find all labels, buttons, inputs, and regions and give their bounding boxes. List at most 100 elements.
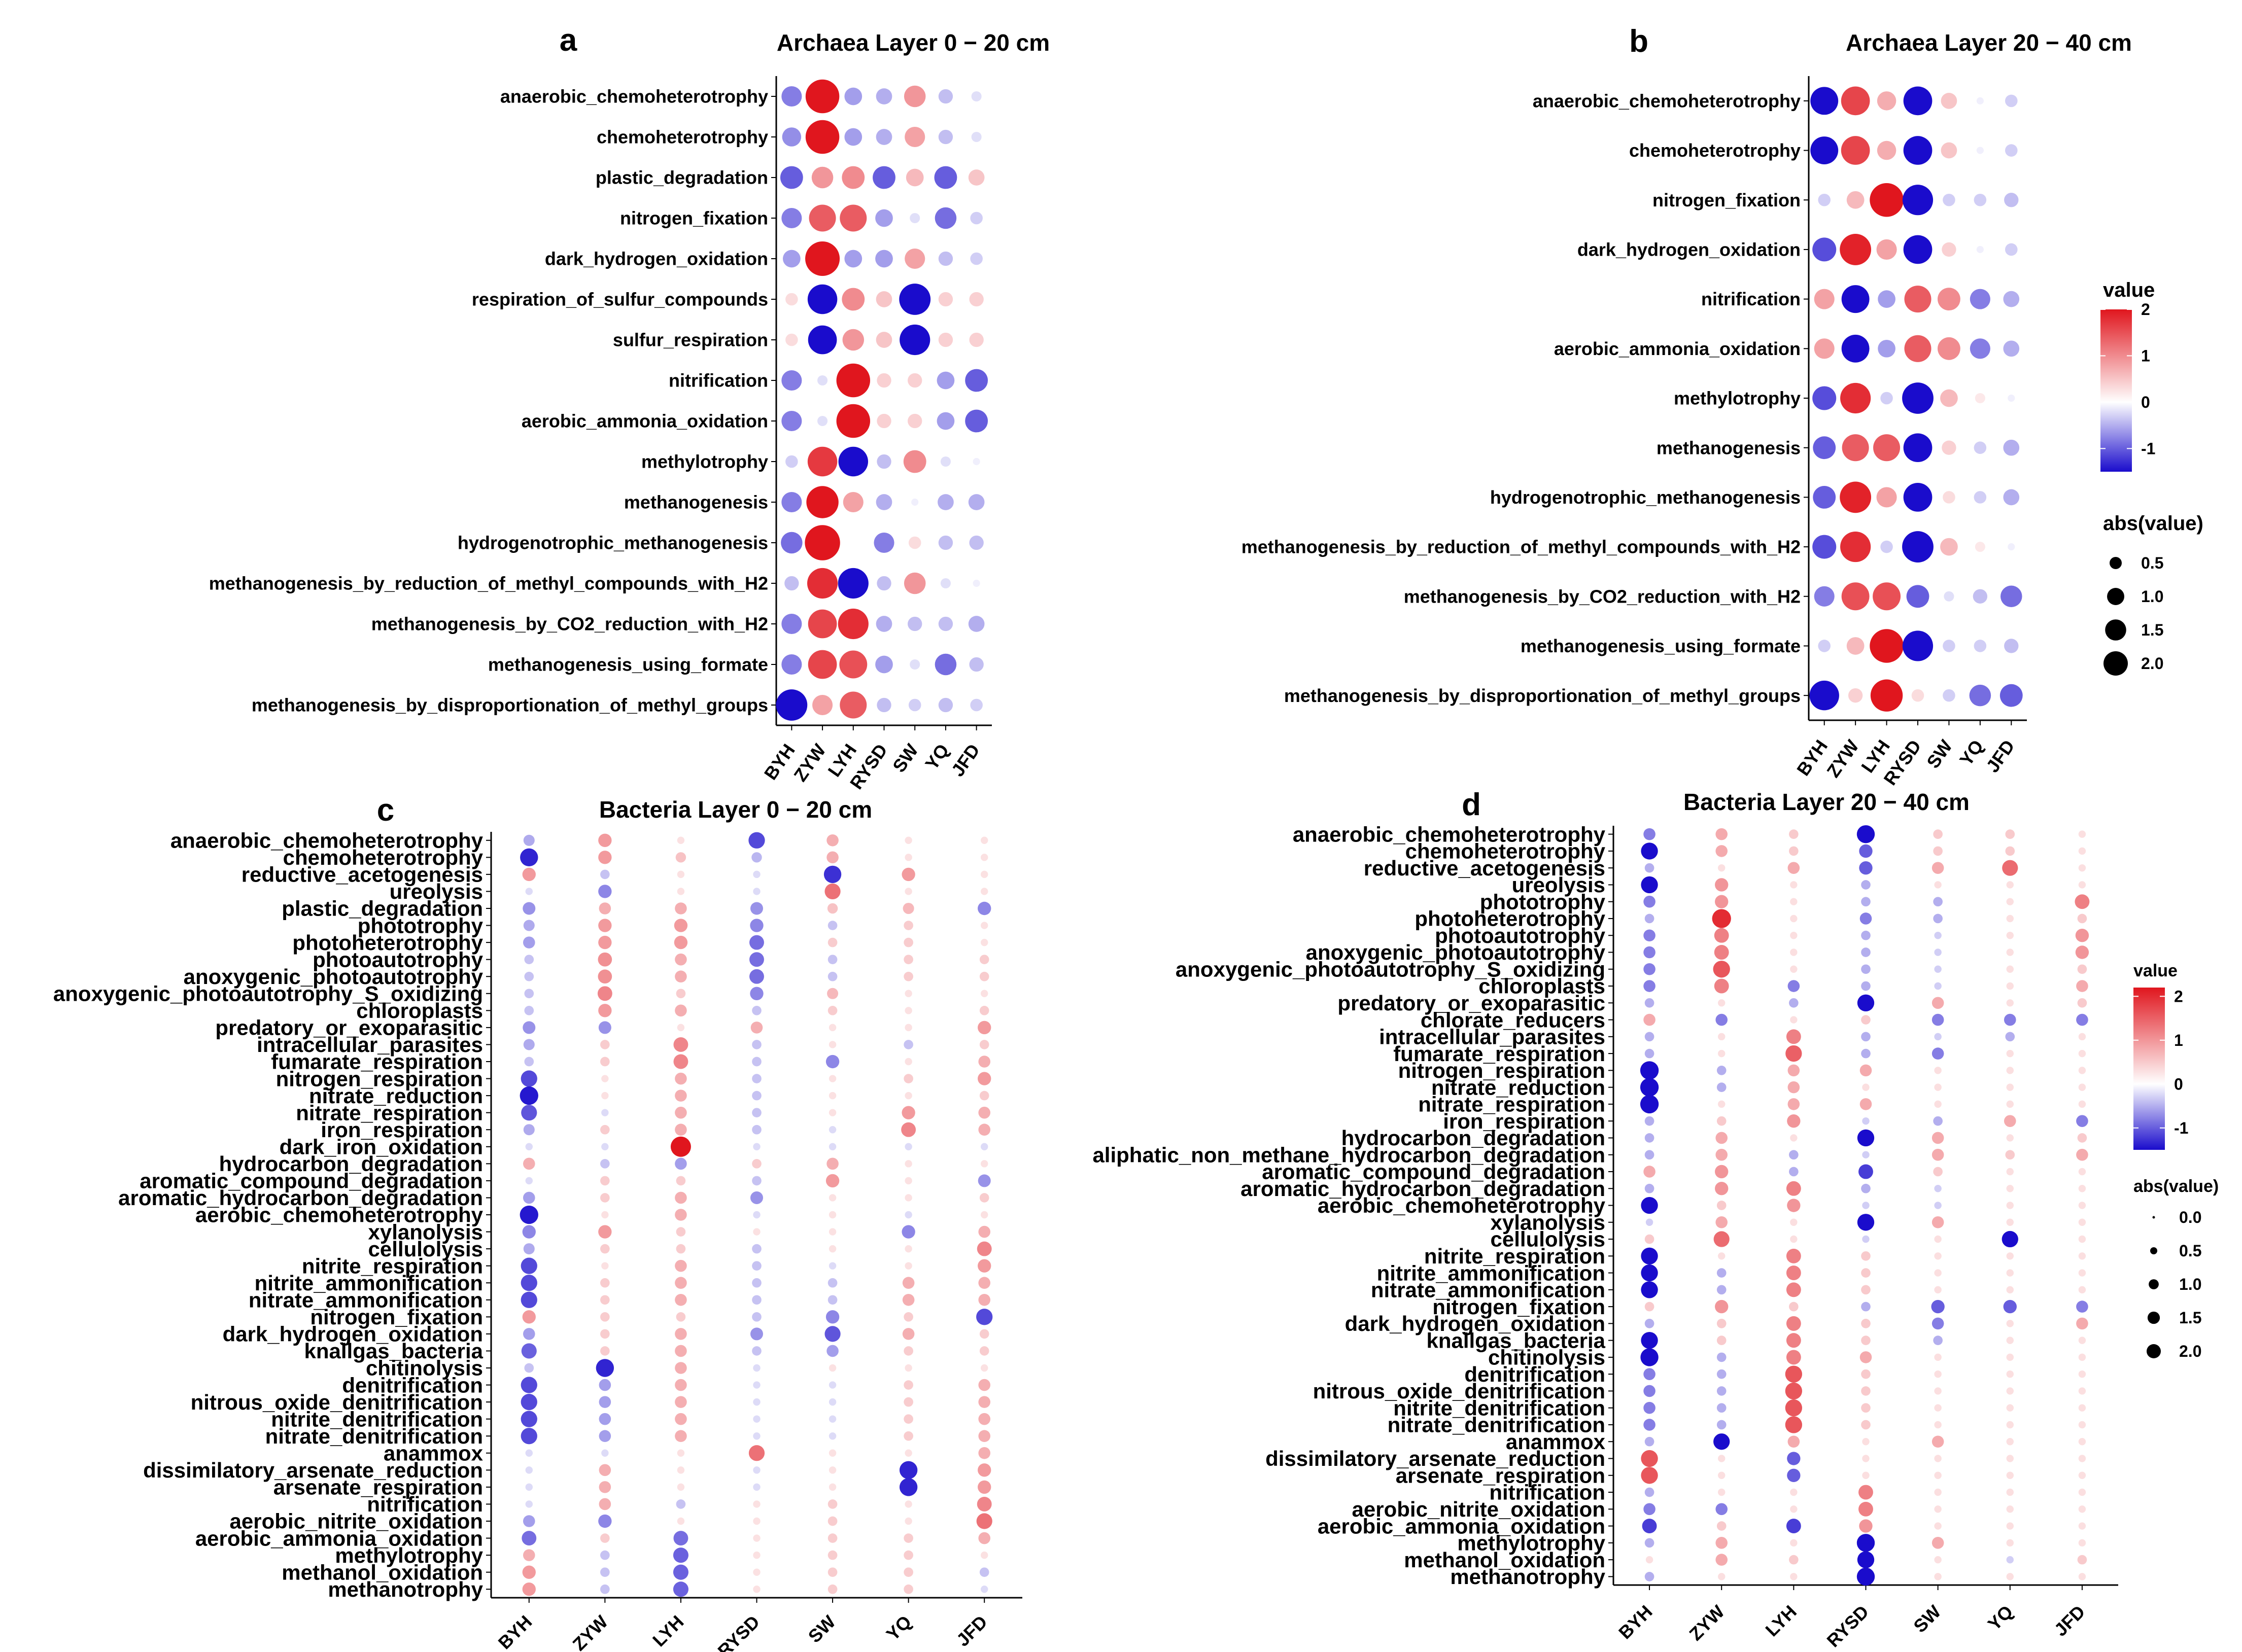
panel-d-bubble (2076, 1317, 2088, 1330)
panel-d-bubble (1640, 1348, 1659, 1366)
panel-d-bubble (2078, 1438, 2086, 1446)
panel-c-bubble (750, 1327, 764, 1341)
panel-b-y-tick-label: nitrogen_fixation (1652, 190, 1801, 210)
panel-b-bubble (2005, 144, 2018, 157)
panel-c-bubble (829, 1143, 837, 1151)
panel-c-bubble (601, 1109, 609, 1116)
panel-c-bubble (978, 1293, 991, 1306)
panel-a-bubble (968, 616, 985, 632)
panel-c-bubble (521, 1411, 537, 1427)
panel-d-bubble (2003, 1299, 2017, 1314)
panel-a-bubble (877, 373, 891, 388)
panel-b-bubble (1813, 485, 1836, 509)
panel-c-bubble (677, 870, 685, 878)
panel-b-bubble (1943, 640, 1955, 652)
panel-d-bubble (2078, 1505, 2086, 1513)
panel-a-bubble (938, 251, 953, 266)
panel-c-bubble (753, 1143, 761, 1151)
panel-c-y-tick-label: knallgas_bacteria (304, 1339, 483, 1363)
panel-d-bubble (1787, 1098, 1800, 1110)
panel-d-bubble (1643, 929, 1655, 942)
panel-d-bubble (1861, 1183, 1871, 1193)
panel-c-bubble (753, 1466, 761, 1474)
panel-b-bubble (2003, 291, 2020, 307)
panel-d-bubble (1934, 1556, 1942, 1564)
panel-a-bubble (805, 525, 840, 560)
panel-c-bubble (523, 834, 535, 846)
panel-d-bubble (1644, 1302, 1654, 1312)
panel-c-bubble (827, 1533, 838, 1543)
panel-c-bubble (752, 1159, 762, 1169)
panel-d-bubble (1934, 1387, 1942, 1395)
panel-a-bubble (940, 456, 951, 467)
panel-c-bubble (752, 1091, 762, 1101)
panel-d-y-tick-label: nitrification (1489, 1481, 1605, 1504)
panel-c-bubble (600, 1533, 610, 1543)
panel-b-bubble (1903, 235, 1933, 264)
panel-c-bubble (675, 1379, 687, 1391)
panel-c-bubble (599, 1413, 611, 1425)
panel-d-bubble (1716, 1521, 1727, 1531)
panel-b-bubble (1974, 491, 1987, 504)
legend-d-color-title: value (2133, 961, 2178, 980)
panel-c-y-tick-label: xylanolysis (368, 1220, 483, 1244)
panel-b-y-tick-label: anaerobic_chemoheterotrophy (1533, 90, 1801, 111)
panel-c-bubble (753, 1415, 761, 1423)
panel-d-bubble (1861, 1386, 1871, 1396)
panel-d-title: Bacteria Layer 20 − 40 cm (1683, 789, 1970, 815)
legend-b-color-title: value (2103, 279, 2155, 301)
panel-c-bubble (600, 1040, 610, 1049)
panel-c-bubble (824, 1326, 841, 1342)
panel-c-bubble (675, 1277, 687, 1289)
panel-d-bubble (1715, 1216, 1728, 1228)
panel-c-bubble (904, 1431, 913, 1441)
panel-c-bubble (825, 1310, 840, 1324)
panel-a-bubble (904, 572, 926, 594)
panel-d-bubble (1716, 1386, 1727, 1396)
panel-d-bubble (2078, 1286, 2086, 1294)
panel-d-y-tick-label: cellulolysis (1491, 1227, 1605, 1251)
panel-d-bubble (1934, 1573, 1942, 1580)
panel-c-bubble (904, 1346, 913, 1356)
panel-d-bubble (2078, 1455, 2086, 1462)
panel-c-bubble (676, 1499, 686, 1509)
panel-c-bubble (979, 1091, 989, 1101)
panel-d-bubble (1862, 1471, 1870, 1479)
panel-c-bubble (827, 1006, 838, 1015)
panel-a-bubble (908, 413, 922, 429)
panel-c-bubble (827, 971, 838, 981)
panel-d-bubble (1859, 861, 1873, 875)
panel-c-bubble (752, 1040, 762, 1049)
panel-a-bubble (970, 212, 983, 225)
panel-d-letter: d (1462, 787, 1481, 822)
panel-d-bubble (1786, 1181, 1801, 1196)
panel-d-bubble (1861, 1268, 1871, 1278)
panel-d-bubble (1787, 1081, 1800, 1094)
panel-b-bubble (1943, 491, 1955, 504)
panel-c-bubble (675, 1328, 687, 1340)
panel-d-bubble (2078, 830, 2086, 838)
panel-d-bubble (1716, 1116, 1727, 1126)
panel-d-bubble (1644, 1150, 1654, 1160)
panel-c-bubble (677, 1024, 685, 1032)
panel-d-bubble (1716, 1403, 1727, 1413)
panel-a-letter: a (560, 23, 577, 58)
legend-b-size-title: abs(value) (2103, 512, 2203, 535)
panel-a-bubble (781, 491, 802, 513)
panel-a-bubble (808, 609, 837, 639)
panel-d-bubble (2006, 1488, 2014, 1496)
panel-c-bubble (675, 970, 687, 983)
panel-c-y-tick-label: intracellular_parasites (257, 1033, 483, 1057)
panel-d-bubble (2006, 1522, 2014, 1530)
panel-a-bubble (911, 498, 919, 506)
panel-c-bubble (752, 1346, 762, 1356)
panel-c-bubble (753, 1534, 761, 1542)
panel-b-bubble (1976, 147, 1984, 154)
panel-b-bubble (1841, 86, 1870, 116)
panel-b-bubble (1810, 136, 1839, 164)
panel-a-bubble (842, 166, 865, 189)
panel-a-bubble (973, 458, 980, 466)
panel-b-y-tick-label: methanogenesis_by_disproportionation_of_… (1284, 685, 1801, 706)
panel-d-bubble (1858, 1164, 1873, 1179)
legend-d-size-key (2147, 1344, 2161, 1358)
